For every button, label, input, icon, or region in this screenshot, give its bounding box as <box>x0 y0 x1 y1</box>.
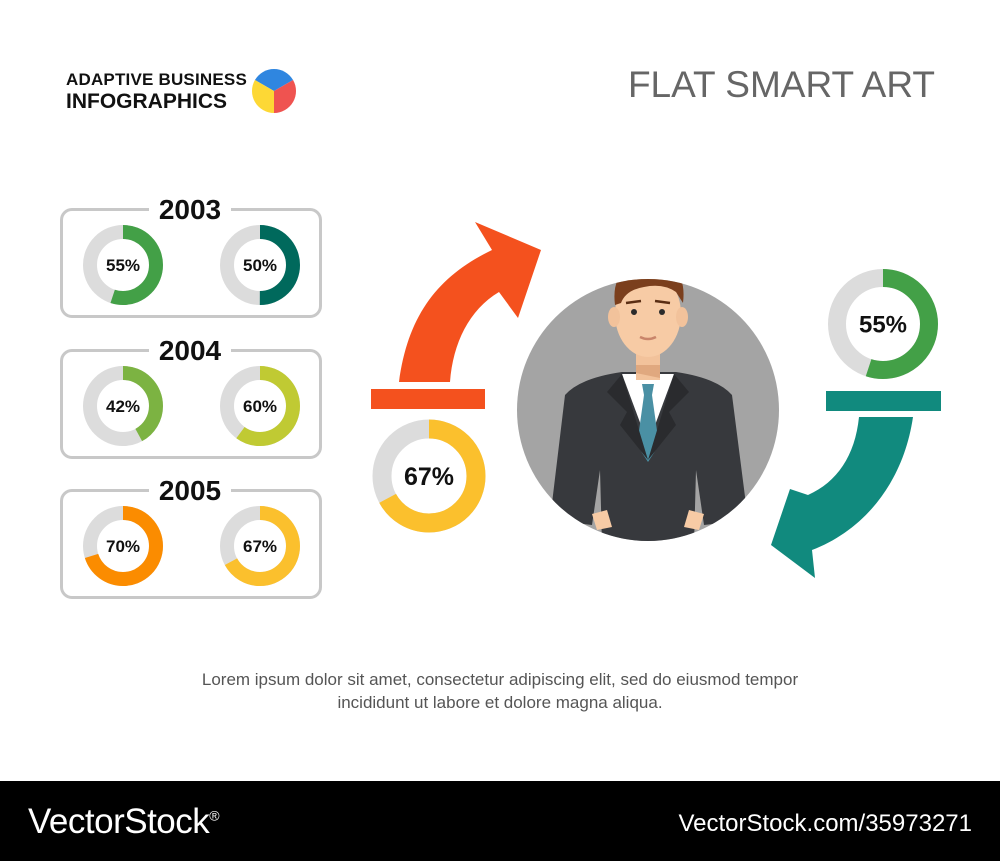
brand-title-line2: INFOGRAPHICS <box>66 90 228 113</box>
donut-value-arc <box>220 506 300 586</box>
donut-label: 70% <box>106 537 140 556</box>
teal-arrow-base <box>826 391 941 411</box>
donut-label: 55% <box>859 312 907 339</box>
businessman-illustration <box>517 279 779 541</box>
donut-2003-1: 55% <box>83 225 163 305</box>
watermark-id: VectorStock.com/35973271 <box>678 810 972 837</box>
donut-2004-2: 60% <box>220 366 300 446</box>
watermark-logo-text: VectorStock <box>28 802 210 841</box>
description: Lorem ipsum dolor sit amet, consectetur … <box>130 668 870 714</box>
donut-2004-1: 42% <box>83 366 163 446</box>
donut-value-arc <box>372 419 486 533</box>
brand-pie-slice-blue <box>254 69 294 91</box>
donut-value-arc <box>83 366 163 446</box>
teal-arrow-body <box>771 417 913 578</box>
watermark-bar <box>0 781 1000 861</box>
brand-title-line1: ADAPTIVE BUSINESS <box>66 70 247 89</box>
teal-arrow <box>771 391 941 578</box>
donut-value-arc <box>220 366 300 446</box>
donut-highlight-left: 67% <box>372 419 486 533</box>
orange-arrow-base <box>371 389 485 409</box>
description-line1: Lorem ipsum dolor sit amet, consectetur … <box>201 670 799 689</box>
donut-value-arc <box>220 225 300 305</box>
infographic-canvas: 55% 50% 42% 60% 70% 67% 67% 55% <box>83 222 941 586</box>
orange-arrow <box>371 222 541 409</box>
donut-highlight-right: 55% <box>828 269 938 379</box>
year-label: 2005 <box>149 476 231 506</box>
donut-2005-1: 70% <box>83 506 163 586</box>
donut-label: 50% <box>243 256 277 275</box>
page-title: FLAT SMART ART <box>627 64 935 105</box>
donut-value-arc <box>83 506 163 586</box>
donut-label: 67% <box>404 463 454 491</box>
donut-charts: 55% 50% 42% 60% 70% 67% 67% 55% <box>83 225 938 586</box>
brand-pie-slice-yellow <box>252 80 274 113</box>
orange-arrow-body <box>399 222 541 382</box>
donut-label: 60% <box>243 397 277 416</box>
donut-value-arc <box>828 269 938 379</box>
description-line2: incididunt ut labore et dolore magna ali… <box>337 693 663 712</box>
watermark-logo-mark: ® <box>209 807 220 824</box>
donut-label: 55% <box>106 256 140 275</box>
brand-pie-slice-red <box>274 80 296 113</box>
donut-label: 67% <box>243 537 277 556</box>
watermark-logo: VectorStock® <box>28 802 220 842</box>
brand-pie-icon <box>252 69 296 113</box>
donut-label: 42% <box>106 397 140 416</box>
donut-value-arc <box>83 225 163 305</box>
year-label: 2004 <box>149 336 231 366</box>
donut-2003-2: 50% <box>220 225 300 305</box>
year-label: 2003 <box>149 195 231 225</box>
donut-2005-2: 67% <box>220 506 300 586</box>
